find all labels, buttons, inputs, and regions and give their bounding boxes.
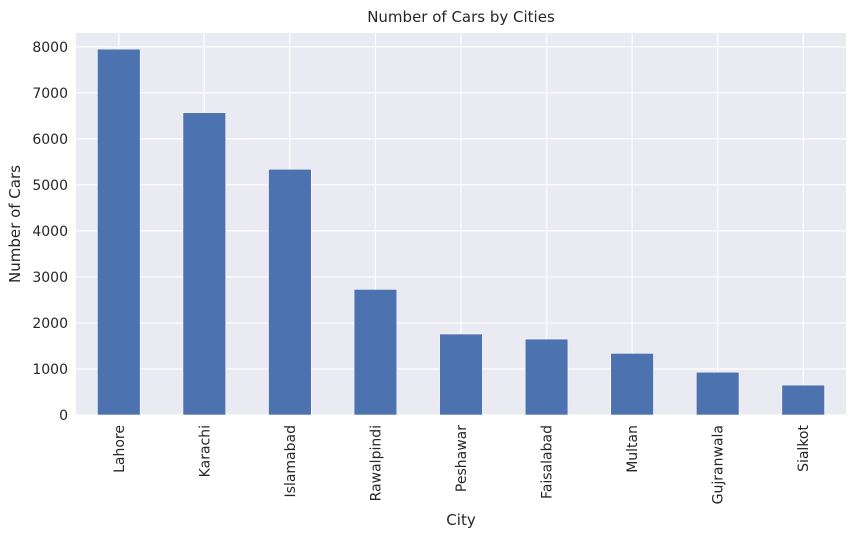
- y-axis-ticks: 0 1000 2000 3000 4000 5000 6000 7000 8000: [32, 40, 68, 424]
- x-axis-ticks: Lahore Karachi Islamabad Rawalpindi Peshawar…: [112, 425, 812, 505]
- x-tick-label: Multan: [625, 425, 641, 473]
- bar-lahore: [97, 48, 141, 416]
- bar-faisalabad: [524, 338, 569, 416]
- x-tick-label: Lahore: [112, 425, 128, 473]
- x-tick-label: Gujranwala: [711, 425, 727, 504]
- x-tick-label: Faisalabad: [540, 425, 556, 499]
- bar-gujranwala: [695, 371, 740, 416]
- bars: [97, 48, 825, 416]
- x-tick-label: Karachi: [197, 425, 213, 477]
- bar-rawalpindi: [353, 289, 398, 416]
- bar-peshawar: [439, 333, 483, 416]
- y-tick-label: 8000: [32, 40, 68, 56]
- bar-islamabad: [268, 168, 312, 416]
- y-tick-label: 3000: [32, 270, 68, 286]
- chart-title: Number of Cars by Cities: [367, 8, 555, 26]
- y-tick-label: 4000: [32, 224, 68, 240]
- bar-sialkot: [781, 384, 825, 416]
- y-tick-label: 2000: [32, 316, 68, 332]
- y-tick-label: 5000: [32, 178, 68, 194]
- x-axis-label: City: [446, 511, 476, 529]
- x-tick-label: Peshawar: [454, 425, 470, 492]
- x-tick-label: Islamabad: [283, 425, 299, 497]
- bar-multan: [610, 353, 654, 416]
- y-tick-label: 0: [59, 408, 68, 424]
- x-tick-label: Rawalpindi: [368, 425, 384, 501]
- y-tick-label: 6000: [32, 132, 68, 148]
- y-axis-label: Number of Cars: [6, 165, 24, 283]
- y-tick-label: 1000: [32, 362, 68, 378]
- bar-karachi: [182, 112, 227, 416]
- y-tick-label: 7000: [32, 86, 68, 102]
- x-tick-label: Sialkot: [796, 425, 812, 472]
